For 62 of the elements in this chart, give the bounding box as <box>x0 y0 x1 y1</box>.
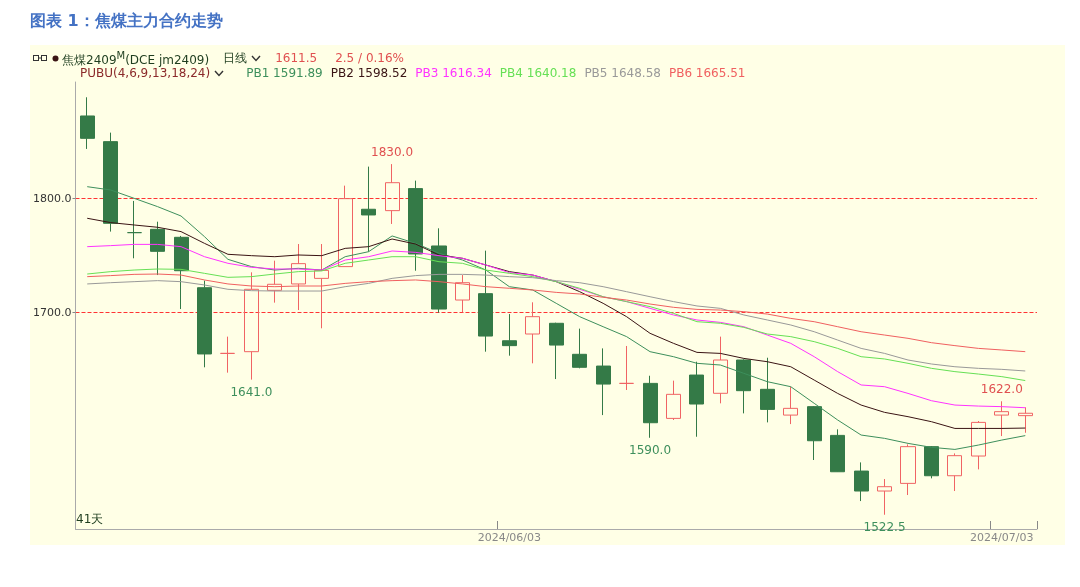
candlestick <box>174 235 189 310</box>
legend-title: PUBU(4,6,9,13,18,24) <box>80 66 211 81</box>
annotation: 1522.5 <box>863 519 906 534</box>
candlestick <box>596 347 611 416</box>
line-series <box>86 256 1026 382</box>
text: 日线 <box>223 50 248 66</box>
candlestick <box>478 250 493 353</box>
annotation: 1830.0 <box>371 145 414 160</box>
candlestick <box>502 313 517 357</box>
candlestick <box>619 345 634 391</box>
candlestick <box>947 452 962 492</box>
candlestick <box>736 358 751 414</box>
candlestick <box>854 461 869 502</box>
candlestick <box>572 328 587 369</box>
annotation: 1641.0 <box>230 384 273 399</box>
candlestick <box>127 200 142 259</box>
candlestick <box>994 400 1009 437</box>
chart-title: 图表 1：焦煤主力合约走势 <box>30 11 223 32</box>
text: 2.5 / 0.16% <box>335 50 405 66</box>
candlestick <box>643 375 658 439</box>
annotation: 1590.0 <box>629 442 672 457</box>
annotation: 41天 <box>76 511 104 527</box>
candlestick <box>1018 406 1033 434</box>
annotation: 1622.0 <box>980 382 1023 397</box>
candlestick <box>689 361 704 438</box>
text: 焦煤2409$^{M}$(DCE jm2409) <box>62 49 210 68</box>
line-series <box>86 273 1026 372</box>
candlestick <box>385 163 400 225</box>
candlestick <box>877 478 892 516</box>
candlestick <box>197 280 212 368</box>
text: PB2 1598.52 <box>330 65 408 81</box>
candlestick <box>830 428 845 473</box>
text: PB4 1640.18 <box>499 65 577 81</box>
x-tick-label: 2024/06/03 <box>477 531 542 544</box>
candlestick <box>807 405 822 461</box>
x-tick-label: 2024/07/03 <box>970 531 1034 544</box>
candlestick <box>408 180 423 272</box>
y-tick-label: 1800.0 <box>32 191 72 205</box>
candlestick <box>760 357 775 423</box>
line-series <box>86 243 1026 409</box>
text: PB5 1648.58 <box>584 65 661 81</box>
candlestick <box>103 132 118 233</box>
candlestick <box>666 380 681 421</box>
candlestick <box>549 322 564 380</box>
candlestick <box>80 96 95 150</box>
candlestick <box>971 420 986 470</box>
candlestick <box>150 221 165 276</box>
candlestick <box>900 443 916 496</box>
text: 1611.5 <box>275 50 318 66</box>
candlestick <box>220 336 235 374</box>
candlestick <box>338 185 353 268</box>
text: PB6 1665.51 <box>668 65 746 81</box>
candlestick <box>924 445 939 479</box>
line-series <box>86 217 1026 429</box>
text: PB3 1616.34 <box>415 65 492 81</box>
y-tick-label: 1700.0 <box>32 305 72 319</box>
candlestick <box>361 166 376 253</box>
candlestick <box>431 227 447 314</box>
text: PB1 1591.89 <box>246 65 323 81</box>
candlestick <box>525 301 540 364</box>
candlestick <box>713 336 728 404</box>
candlestick <box>783 386 798 425</box>
